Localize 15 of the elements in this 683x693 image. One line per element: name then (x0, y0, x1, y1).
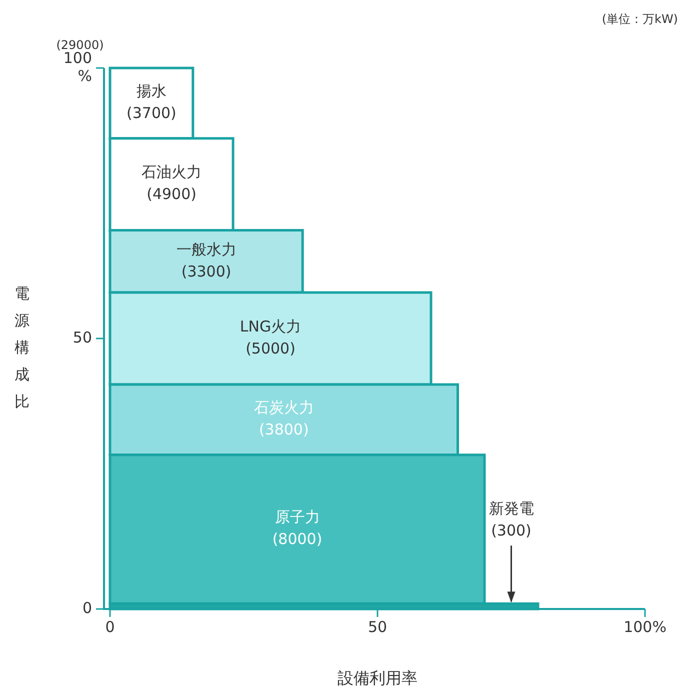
annotation: 一般水力 (3300) (176, 240, 236, 280)
y-tick-label: 0 (82, 598, 92, 617)
annotation: 原子力 (8000) (272, 508, 322, 548)
text: (単位：万kW) (602, 12, 678, 26)
annotation: 石油火力 (4900) (142, 163, 202, 204)
x-tick-label: 50 (368, 618, 388, 636)
annotation: 新発電 (300) (488, 499, 534, 540)
x-tick-label: 100% (624, 618, 666, 636)
annotation: LNG火力 (5000) (240, 317, 302, 358)
x-axis-title: 設備利用率 (338, 668, 418, 688)
annotation: 石炭火力 (3800) (254, 398, 314, 439)
x-tick-label: 0 (105, 618, 115, 636)
annotation: 揚水 (3700) (126, 82, 176, 122)
y-axis-title: 電源構成比 (14, 284, 30, 410)
y-tick-label: 50 (72, 328, 92, 346)
